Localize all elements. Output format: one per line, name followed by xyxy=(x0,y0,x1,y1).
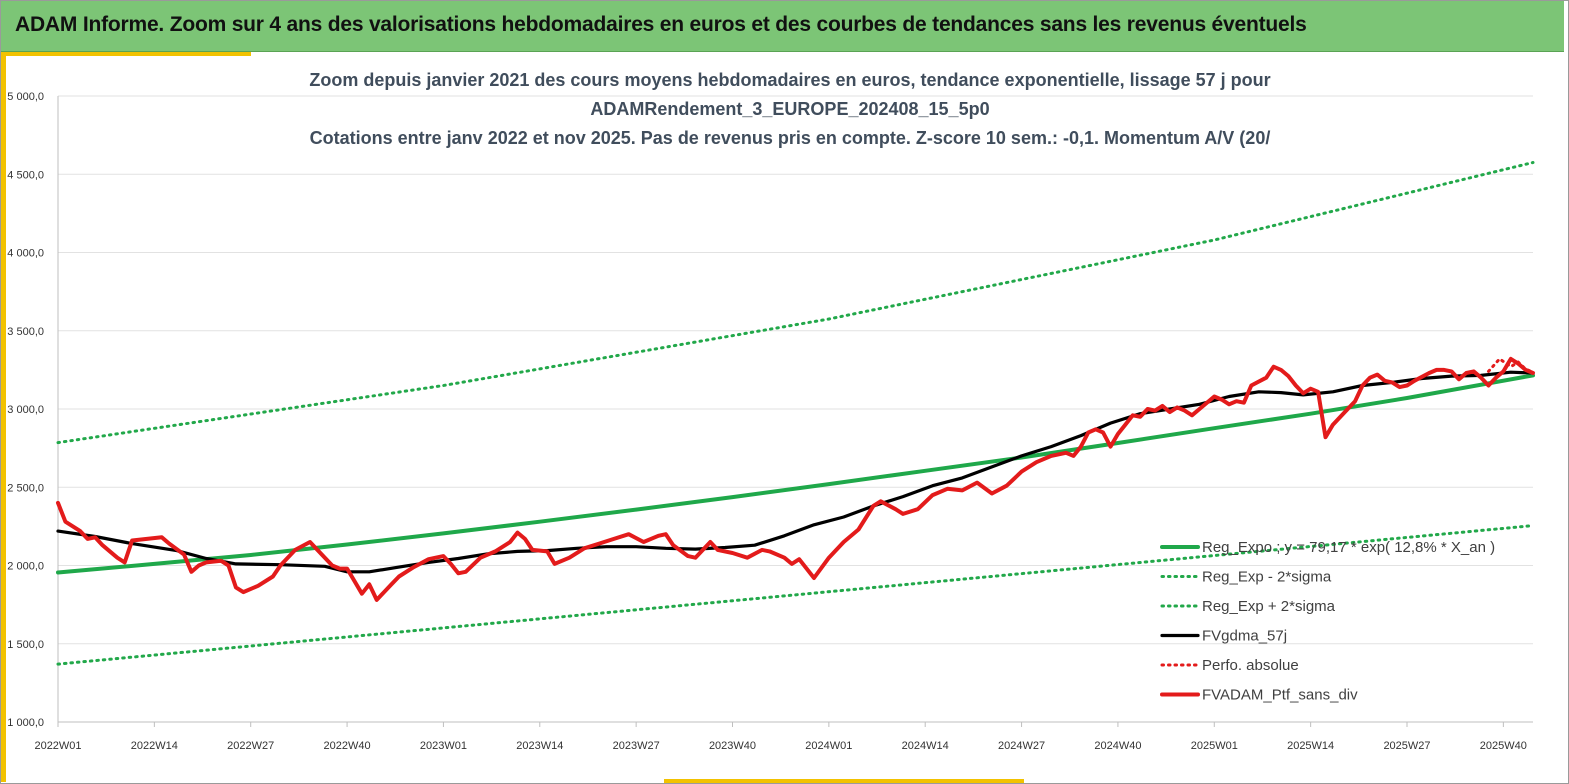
x-tick-label: 2025W14 xyxy=(1287,740,1334,752)
y-tick-label: 4 000,0 xyxy=(7,248,44,260)
x-tick-label: 2022W14 xyxy=(131,740,178,752)
legend-label-2: Reg_Exp + 2*sigma xyxy=(1202,598,1336,615)
x-tick-label: 2024W01 xyxy=(805,740,852,752)
chart-title-line-1: Zoom depuis janvier 2021 des cours moyen… xyxy=(309,70,1271,90)
x-tick-label: 2023W40 xyxy=(709,740,756,752)
y-tick-label: 2 500,0 xyxy=(7,482,44,494)
x-tick-label: 2023W01 xyxy=(420,740,467,752)
series-line-5 xyxy=(56,356,1535,602)
y-tick-label: 2 000,0 xyxy=(7,561,44,573)
x-tick-label: 2025W01 xyxy=(1191,740,1238,752)
accent-bar-bottom xyxy=(664,779,1024,783)
y-tick-label: 1 000,0 xyxy=(7,717,44,729)
series-line-4 xyxy=(1487,357,1535,374)
chart-title-line-2: ADAMRendement_3_EUROPE_202408_15_5p0 xyxy=(590,99,990,119)
legend-label-3: FVgdma_57j xyxy=(1202,628,1287,645)
y-tick-label: 3 000,0 xyxy=(7,404,44,416)
x-tick-label: 2022W01 xyxy=(34,740,81,752)
legend-label-4: Perfo. absolue xyxy=(1202,657,1299,674)
x-tick-label: 2024W40 xyxy=(1094,740,1141,752)
legend-label-5: FVADAM_Ptf_sans_div xyxy=(1202,687,1358,704)
x-tick-label: 2025W40 xyxy=(1480,740,1527,752)
y-tick-label: 5 000,0 xyxy=(7,91,44,103)
y-tick-label: 1 500,0 xyxy=(7,639,44,651)
x-tick-label: 2024W27 xyxy=(998,740,1045,752)
x-tick-label: 2024W14 xyxy=(902,740,949,752)
x-tick-label: 2022W27 xyxy=(227,740,274,752)
legend-label-0: Reg_Expo ; y = 79,17 * exp( 12,8% * X_an… xyxy=(1202,539,1495,556)
report-banner: ADAM Informe. Zoom sur 4 ans des valoris… xyxy=(1,1,1564,52)
x-tick-label: 2023W27 xyxy=(613,740,660,752)
y-tick-label: 3 500,0 xyxy=(7,326,44,338)
series-line-2 xyxy=(56,161,1535,445)
legend-label-1: Reg_Exp - 2*sigma xyxy=(1202,569,1332,586)
x-tick-label: 2023W14 xyxy=(516,740,563,752)
report-title: ADAM Informe. Zoom sur 4 ans des valoris… xyxy=(15,13,1307,36)
chart-title-line-3: Cotations entre janv 2022 et nov 2025. P… xyxy=(309,128,1271,148)
x-tick-label: 2022W40 xyxy=(324,740,371,752)
x-tick-label: 2025W27 xyxy=(1383,740,1430,752)
series-line-1 xyxy=(56,524,1535,666)
y-tick-label: 4 500,0 xyxy=(7,169,44,181)
accent-bar-top xyxy=(1,52,251,56)
accent-bar-left xyxy=(1,52,6,782)
